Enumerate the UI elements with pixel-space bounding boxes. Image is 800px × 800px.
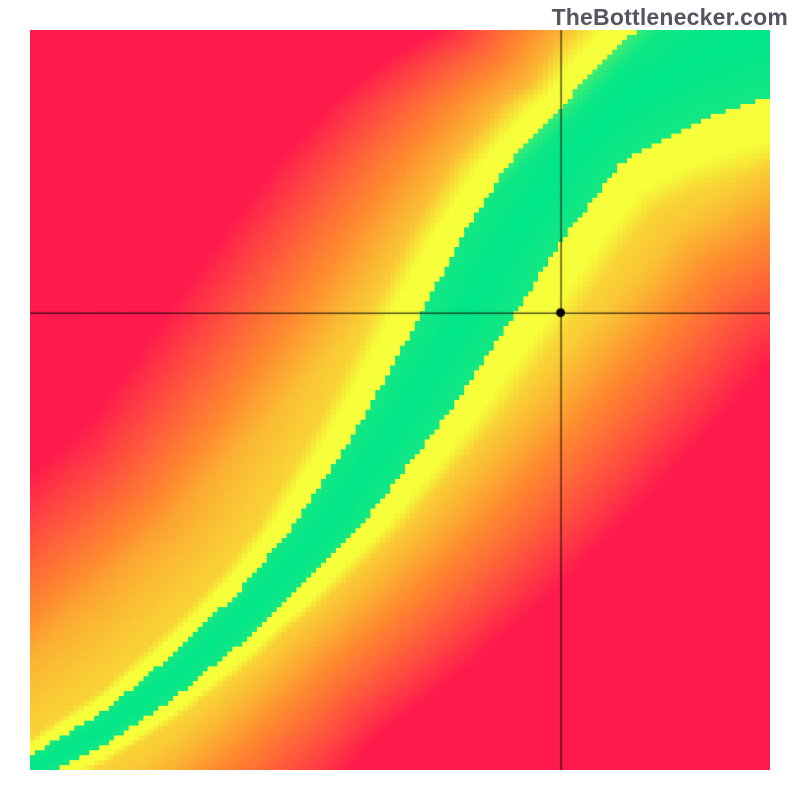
watermark-text: TheBottlenecker.com xyxy=(552,4,788,31)
bottleneck-heatmap xyxy=(30,30,770,770)
chart-container: TheBottlenecker.com xyxy=(0,0,800,800)
